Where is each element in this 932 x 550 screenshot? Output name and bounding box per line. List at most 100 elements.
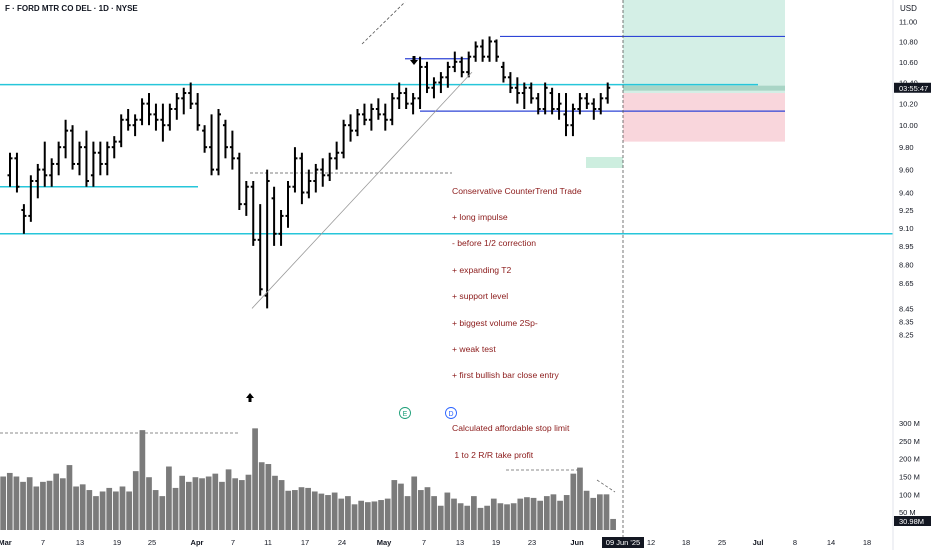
volume-bar — [285, 490, 292, 530]
volume-bar — [13, 476, 20, 530]
price-tick-label: 8.45 — [899, 304, 914, 313]
volume-bar — [471, 496, 477, 530]
ohlc-bar — [202, 125, 208, 153]
ohlc-bar — [431, 77, 437, 99]
volume-bar — [59, 478, 66, 530]
target-zone — [623, 0, 785, 94]
ohlc-bar — [494, 39, 499, 62]
ohlc-bar — [83, 130, 89, 187]
symbol-title[interactable]: F · FORD MTR CO DEL · 1D · NYSE — [5, 4, 138, 13]
ohlc-bar — [236, 152, 242, 211]
volume-bar — [139, 430, 146, 530]
ohlc-bar — [174, 93, 180, 120]
volume-bar — [570, 473, 577, 530]
dividend-marker-icon — [445, 407, 457, 419]
time-tick-label: 18 — [682, 538, 690, 547]
ohlc-bar — [487, 36, 493, 62]
ohlc-bar — [216, 108, 221, 176]
currency-label[interactable]: USD — [900, 4, 917, 13]
ohlc-bar — [153, 103, 159, 131]
volume-bar — [524, 497, 530, 530]
volume-bar — [384, 498, 391, 530]
volume-bar — [199, 478, 205, 530]
price-tick-label: 8.65 — [899, 279, 914, 288]
price-tick-label: 9.60 — [899, 166, 914, 175]
volume-axis[interactable]: 300 M 250 M 200 M 150 M 100 M 50 M — [899, 419, 920, 517]
ohlc-bar — [125, 108, 131, 131]
ohlc-bar — [556, 93, 562, 120]
price-axis[interactable]: 11.0010.8010.6010.4010.2010.009.809.609.… — [892, 0, 918, 550]
volume-bar — [378, 500, 384, 530]
time-tick-label: 7 — [231, 538, 235, 547]
trade-zones — [586, 0, 785, 168]
annotation-line: 1 to 2 R/R take profit — [452, 449, 534, 460]
time-tick-label: 7 — [41, 538, 45, 547]
ohlc-bar — [181, 87, 187, 115]
ohlc-bar — [591, 98, 597, 120]
volume-value-badge — [894, 516, 931, 526]
ohlc-bar — [222, 119, 228, 159]
ohlc-bar — [535, 93, 541, 115]
price-tick-label: 8.25 — [899, 330, 914, 339]
ohlc-bar — [306, 169, 312, 199]
volume-bar — [166, 466, 172, 530]
ohlc-bar — [500, 61, 506, 83]
up-arrow-icon — [246, 393, 254, 402]
price-tick-label: 8.35 — [899, 317, 914, 326]
annotation-line: Conservative CounterTrend Trade — [452, 185, 582, 196]
test-zone — [586, 157, 623, 168]
volume-bar — [252, 428, 258, 530]
volume-bar — [212, 473, 219, 530]
volume-bar — [93, 496, 99, 530]
volume-bar — [20, 481, 26, 530]
time-tick-label: 18 — [863, 538, 871, 547]
volume-bar — [537, 500, 544, 530]
ohlc-bar — [361, 103, 367, 126]
annotation-line: + first bullish bar close entry — [452, 370, 559, 381]
ohlc-bar — [292, 147, 298, 193]
ohlc-bar — [250, 180, 256, 246]
volume-bar — [79, 484, 86, 530]
ohlc-bar — [139, 98, 145, 126]
ohlc-bar — [424, 61, 430, 94]
volume-bar — [404, 496, 411, 530]
volume-bar — [431, 496, 437, 530]
volume-bar — [417, 490, 424, 530]
ohlc-bars — [7, 36, 611, 309]
volume-bar — [484, 505, 490, 530]
ohlc-bar — [438, 72, 444, 94]
volume-bars — [0, 428, 616, 530]
price-tick-label: 10.00 — [899, 121, 918, 130]
volume-bar — [464, 505, 471, 530]
earnings-marker-icon — [399, 407, 411, 419]
time-axis[interactable]: Mar 7 13 19 25 Apr 7 11 17 24 May 7 13 19 23 Jun 12 18 25 J… — [0, 538, 871, 547]
time-tick-label: Jun — [570, 538, 584, 547]
volume-bar — [610, 518, 616, 530]
volume-bar — [172, 487, 179, 530]
volume-bar — [26, 477, 33, 530]
volume-tick-label: 250 M — [899, 437, 920, 446]
ohlc-bar — [375, 98, 381, 120]
time-tick-label: 24 — [338, 538, 346, 547]
ohlc-bar — [42, 141, 48, 187]
volume-bar — [364, 502, 371, 530]
volume-bar — [53, 473, 60, 530]
volume-bar — [219, 481, 225, 530]
volume-bar — [577, 467, 583, 530]
volume-bar — [597, 494, 603, 530]
ohlc-bar — [35, 163, 41, 199]
ohlc-bar — [598, 93, 604, 115]
price-tick-label: 9.40 — [899, 189, 914, 198]
time-tick-label: Apr — [191, 538, 204, 547]
time-tick-label: Mar — [0, 538, 12, 547]
price-tick-label: 11.00 — [899, 18, 917, 27]
ohlc-bar — [104, 141, 110, 176]
ohlc-bar — [14, 152, 20, 193]
date-cursor-badge — [602, 537, 644, 548]
time-tick-label: 11 — [264, 538, 272, 547]
volume-bar — [119, 486, 126, 530]
ohlc-bar — [7, 152, 13, 187]
ohlc-bar — [209, 114, 215, 176]
ohlc-bar — [132, 114, 138, 137]
